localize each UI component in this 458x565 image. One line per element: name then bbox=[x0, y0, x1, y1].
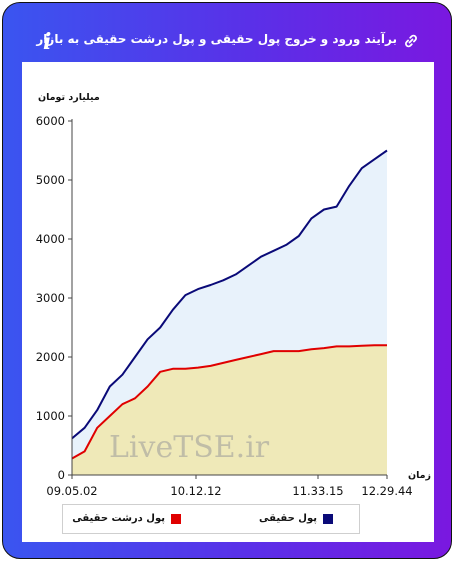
legend-swatch-large bbox=[171, 513, 181, 524]
y-tick-label: 5000 bbox=[36, 173, 65, 187]
info-icon[interactable]: i bbox=[43, 29, 52, 55]
y-tick-label: 0 bbox=[58, 468, 65, 482]
series-large-line bbox=[71, 344, 387, 460]
x-axis-label: زمان bbox=[408, 470, 431, 481]
widget-title: برآیند ورود و خروج پول حقیقی و پول درشت … bbox=[36, 32, 397, 46]
x-tick-label: 10.12.12 bbox=[170, 484, 221, 498]
chart-legend: پول حقیقی پول درشت حقیقی bbox=[62, 504, 360, 534]
legend-label-total: پول حقیقی bbox=[259, 513, 317, 524]
y-tick-label: 6000 bbox=[36, 114, 65, 128]
y-tick-label: 1000 bbox=[36, 409, 65, 423]
legend-item-large[interactable]: پول درشت حقیقی bbox=[72, 513, 181, 524]
x-tick-label: 09.05.02 bbox=[46, 484, 97, 498]
legend-label-large: پول درشت حقیقی bbox=[72, 513, 165, 524]
link-icon[interactable] bbox=[403, 33, 419, 49]
y-tick-label: 4000 bbox=[36, 232, 65, 246]
legend-item-total[interactable]: پول حقیقی bbox=[259, 513, 333, 524]
y-tick-label: 2000 bbox=[36, 350, 65, 364]
x-tick-label: 12.29.44 bbox=[361, 484, 412, 498]
watermark: LiveTSE.ir bbox=[109, 430, 270, 465]
series-total-line bbox=[71, 149, 388, 440]
y-axis-label: میلیارد تومان bbox=[38, 92, 100, 103]
legend-swatch-total bbox=[323, 513, 333, 524]
widget-header: i برآیند ورود و خروج پول حقیقی و پول درش… bbox=[3, 3, 451, 61]
y-tick-label: 3000 bbox=[36, 291, 65, 305]
x-tick-label: 11.33.15 bbox=[292, 484, 343, 498]
series-large-area bbox=[72, 345, 387, 475]
